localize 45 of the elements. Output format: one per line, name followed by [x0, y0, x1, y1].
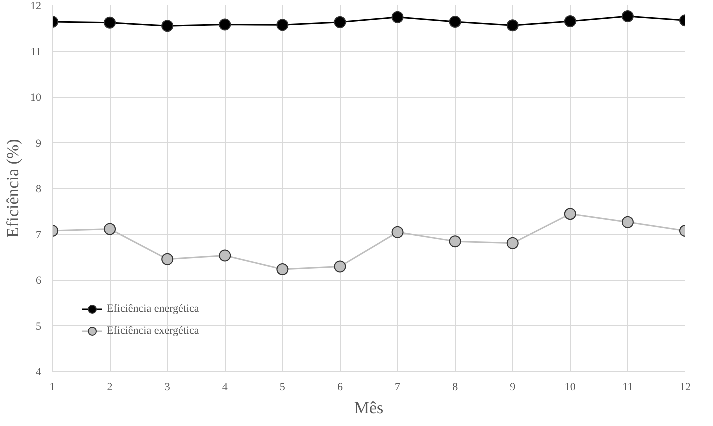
x-tick-label: 5: [280, 382, 286, 394]
y-tick-label: 6: [36, 275, 42, 287]
x-tick-label: 3: [164, 382, 171, 394]
legend-label: Eficiência exergética: [107, 325, 200, 337]
y-tick-label: 5: [36, 320, 42, 333]
point: [506, 237, 519, 250]
point: [506, 20, 519, 32]
point: [104, 16, 116, 29]
x-tick-label: 7: [395, 382, 402, 394]
x-tick-label: 10: [564, 382, 576, 394]
point: [622, 10, 634, 22]
point: [622, 216, 634, 228]
x-tick-label: 8: [452, 382, 459, 394]
x-tick-label: 6: [337, 382, 344, 394]
point: [392, 11, 404, 24]
x-tick-label: 2: [107, 382, 113, 394]
y-tick-label: 7: [36, 229, 42, 242]
point: [219, 18, 232, 31]
point: [564, 16, 576, 28]
y-tick-label: 8: [36, 184, 42, 196]
x-tick-label: 12: [680, 382, 691, 394]
point: [276, 263, 289, 276]
y-tick-label: 11: [30, 46, 42, 58]
point: [449, 16, 462, 28]
legend-label: Eficiência energética: [107, 303, 200, 315]
point: [392, 226, 404, 238]
y-tick-label: 9: [36, 138, 42, 150]
point: [219, 250, 232, 262]
x-tick-label: 9: [510, 382, 516, 394]
x-axis-title: Mês: [354, 398, 384, 418]
point: [449, 236, 462, 248]
y-tick-label: 4: [36, 366, 42, 378]
y-tick-label: 12: [30, 0, 42, 12]
point: [276, 19, 289, 32]
point: [334, 260, 346, 273]
point: [564, 208, 576, 220]
y-axis-title: Eficiência (%): [4, 139, 22, 238]
x-tick-label: 11: [622, 382, 634, 394]
point: [334, 16, 346, 28]
x-tick-label: 1: [50, 382, 56, 394]
x-tick-label: 4: [222, 382, 228, 394]
y-tick-label: 10: [30, 92, 42, 104]
point: [104, 223, 116, 236]
point: [162, 20, 174, 32]
point: [162, 253, 174, 266]
